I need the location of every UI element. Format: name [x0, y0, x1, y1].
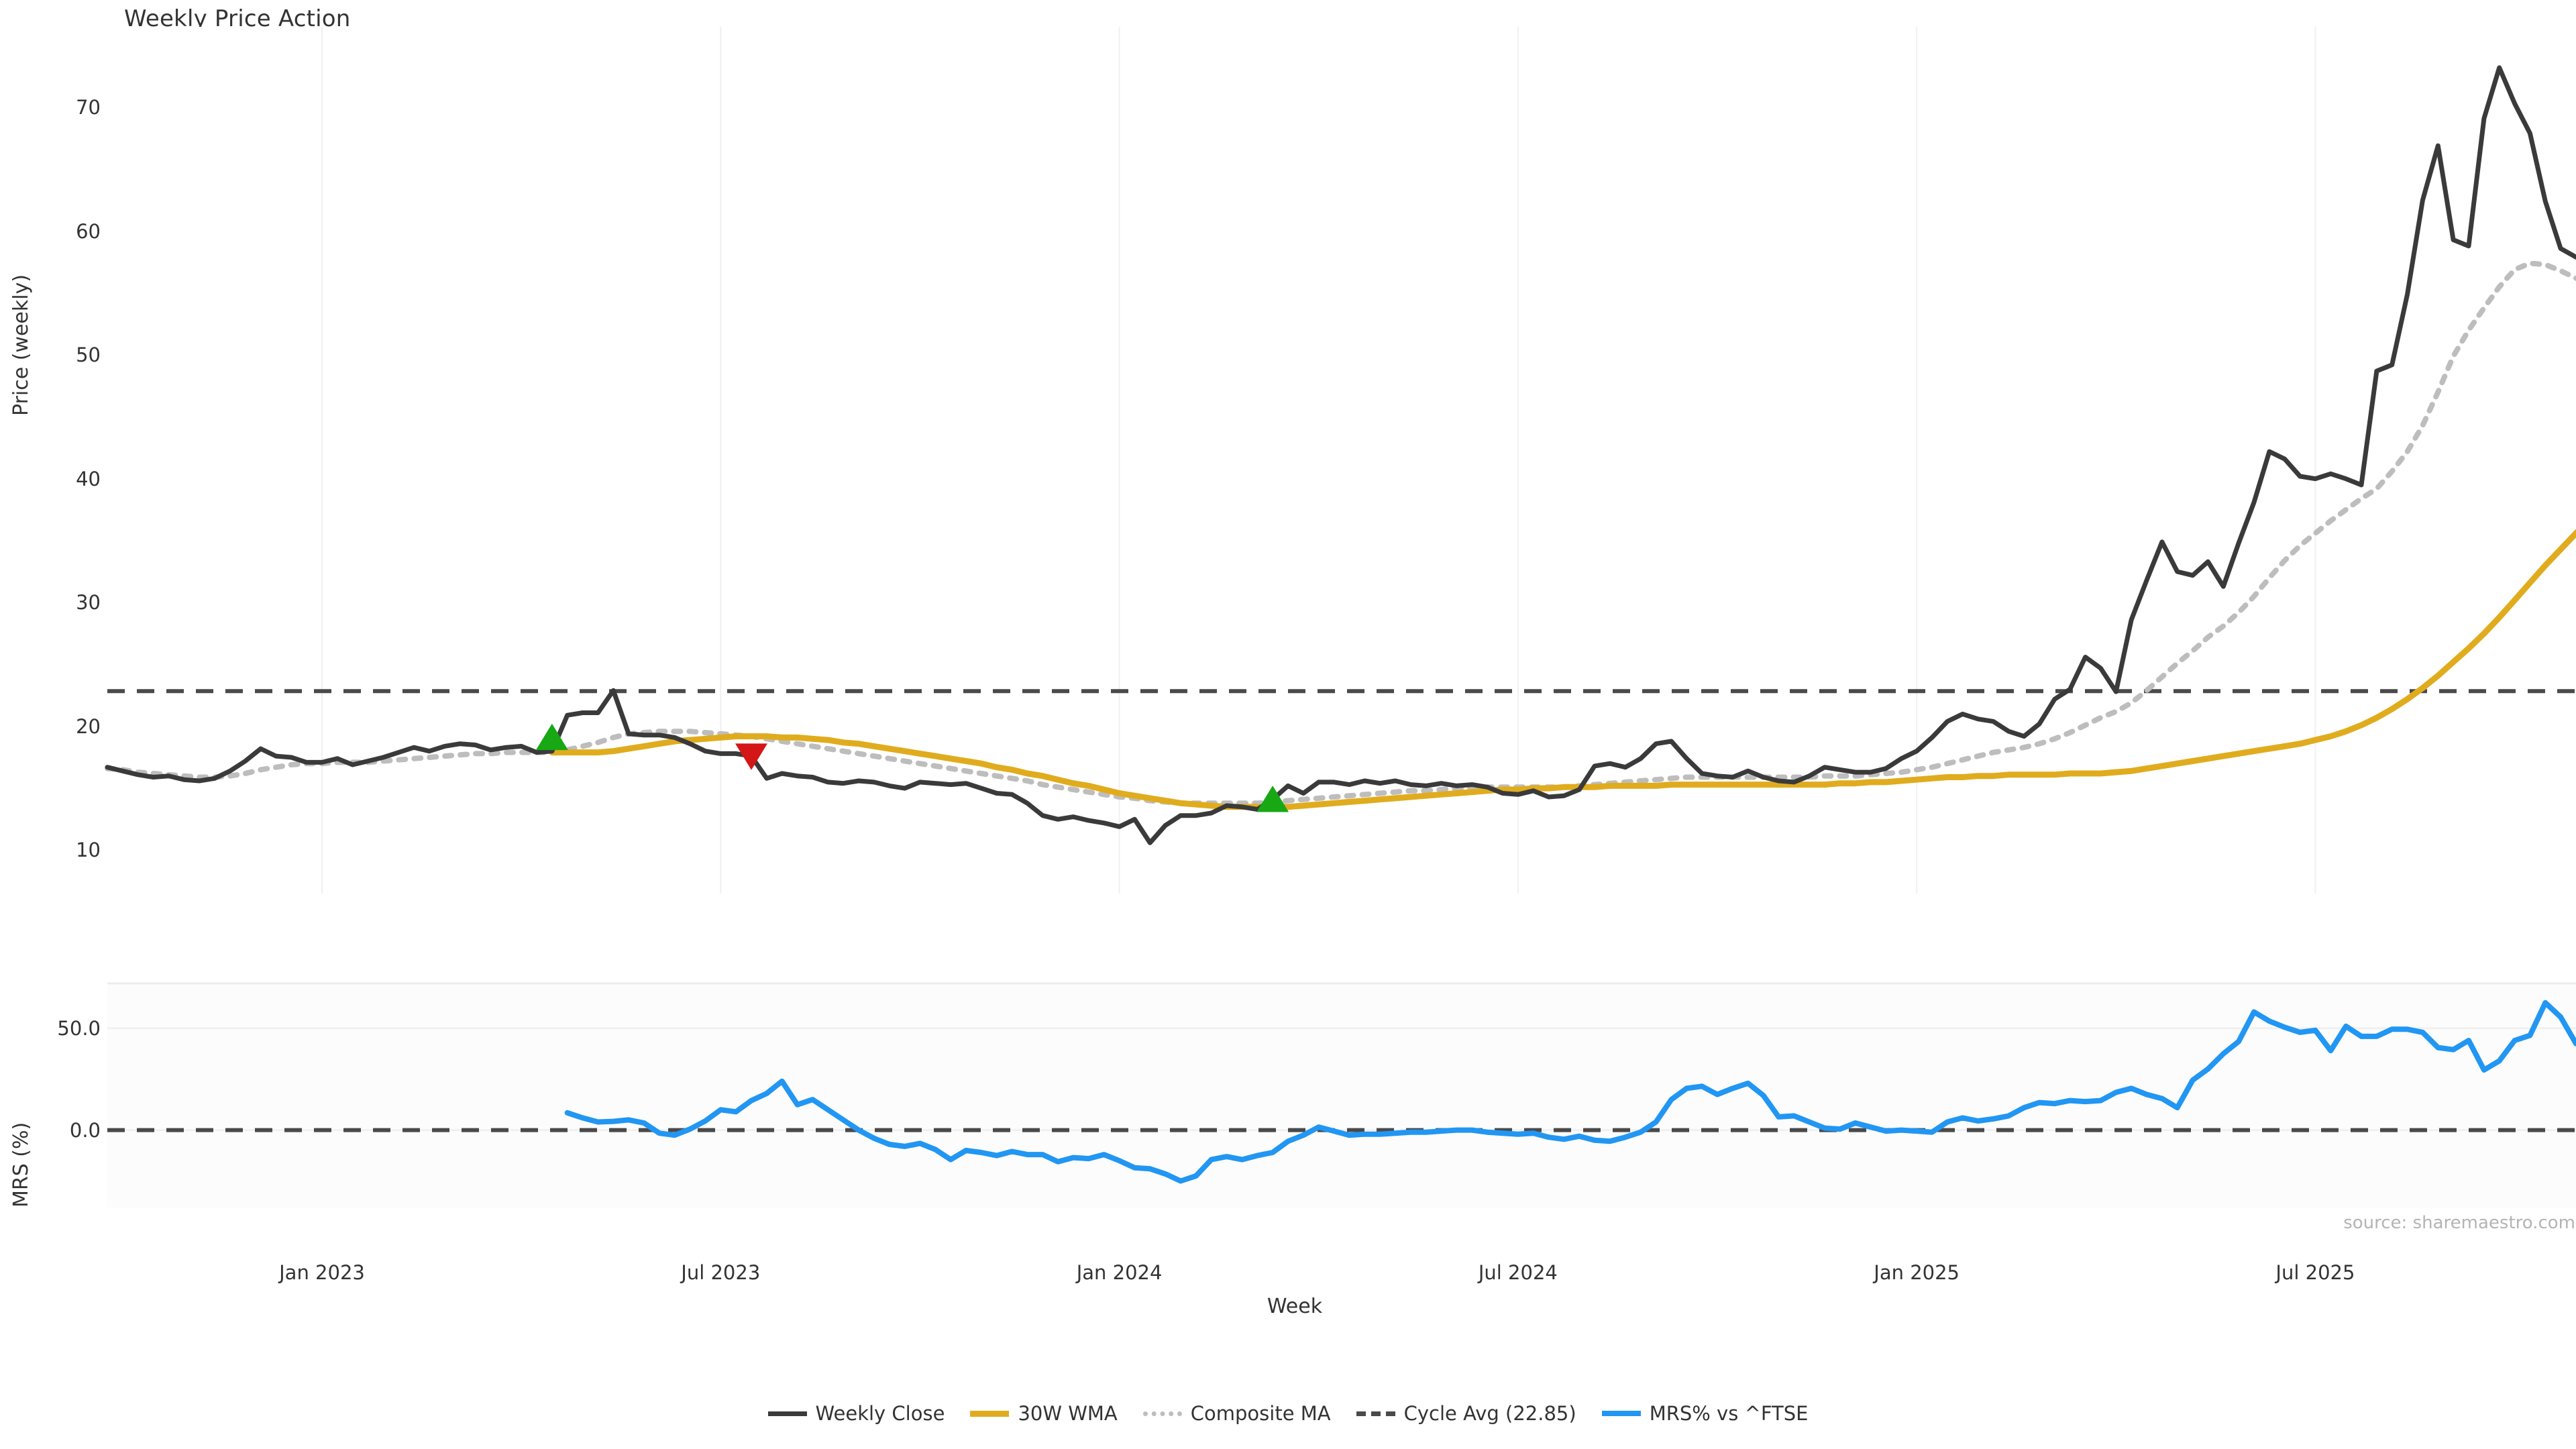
legend-label: Composite MA — [1190, 1402, 1331, 1425]
buy-marker[interactable] — [535, 723, 568, 751]
price-y-tick: 50 — [76, 343, 101, 367]
price-y-tick: 60 — [76, 219, 101, 243]
price-y-tick: 40 — [76, 467, 101, 490]
mrs-y-tick: 50.0 — [57, 1016, 101, 1040]
x-tick: Jul 2023 — [681, 1261, 761, 1284]
x-tick: Jul 2025 — [2275, 1261, 2355, 1284]
legend-item[interactable]: MRS% vs ^FTSE — [1601, 1402, 1809, 1425]
source-caption: source: sharemaestro.com — [2343, 1213, 2575, 1233]
legend-swatch-icon — [1356, 1411, 1395, 1416]
legend-item[interactable]: 30W WMA — [970, 1402, 1118, 1425]
price-panel-bg — [107, 27, 2576, 894]
legend-label: 30W WMA — [1018, 1402, 1118, 1425]
weekly-close-line — [105, 65, 2576, 845]
legend-swatch-icon — [1142, 1411, 1182, 1416]
chart-legend: Weekly Close 30W WMA Composite MA Cycle Avg… — [0, 1402, 2576, 1425]
legend-label: Weekly Close — [815, 1402, 945, 1425]
wma-line — [549, 529, 2576, 810]
x-tick: Jan 2023 — [279, 1261, 365, 1284]
legend-item[interactable]: Weekly Close — [767, 1402, 945, 1425]
legend-label: MRS% vs ^FTSE — [1649, 1402, 1809, 1425]
mrs-y-tick: 0.0 — [69, 1118, 101, 1142]
x-tick: Jan 2024 — [1076, 1261, 1163, 1284]
price-y-tick: 10 — [76, 839, 101, 862]
legend-swatch-icon — [1601, 1411, 1641, 1416]
legend-swatch-icon — [767, 1411, 807, 1416]
composite-ma-line — [105, 260, 2576, 806]
x-axis-label: Week — [1267, 1295, 1323, 1318]
legend-label: Cycle Avg (22.85) — [1403, 1402, 1576, 1425]
legend-item[interactable]: Cycle Avg (22.85) — [1356, 1402, 1576, 1425]
legend-item[interactable]: Composite MA — [1142, 1402, 1331, 1425]
legend-swatch-icon — [970, 1410, 1010, 1417]
x-tick: Jul 2024 — [1478, 1261, 1558, 1284]
mrs-panel-bg — [107, 983, 2576, 1208]
buy-marker[interactable] — [1256, 786, 1289, 812]
price-y-tick: 70 — [76, 95, 101, 119]
price-y-tick: 20 — [76, 714, 101, 738]
price-y-tick: 30 — [76, 591, 101, 614]
x-tick: Jan 2025 — [1874, 1261, 1960, 1284]
sell-marker[interactable] — [735, 743, 767, 770]
mrs-line — [564, 1000, 2576, 1184]
